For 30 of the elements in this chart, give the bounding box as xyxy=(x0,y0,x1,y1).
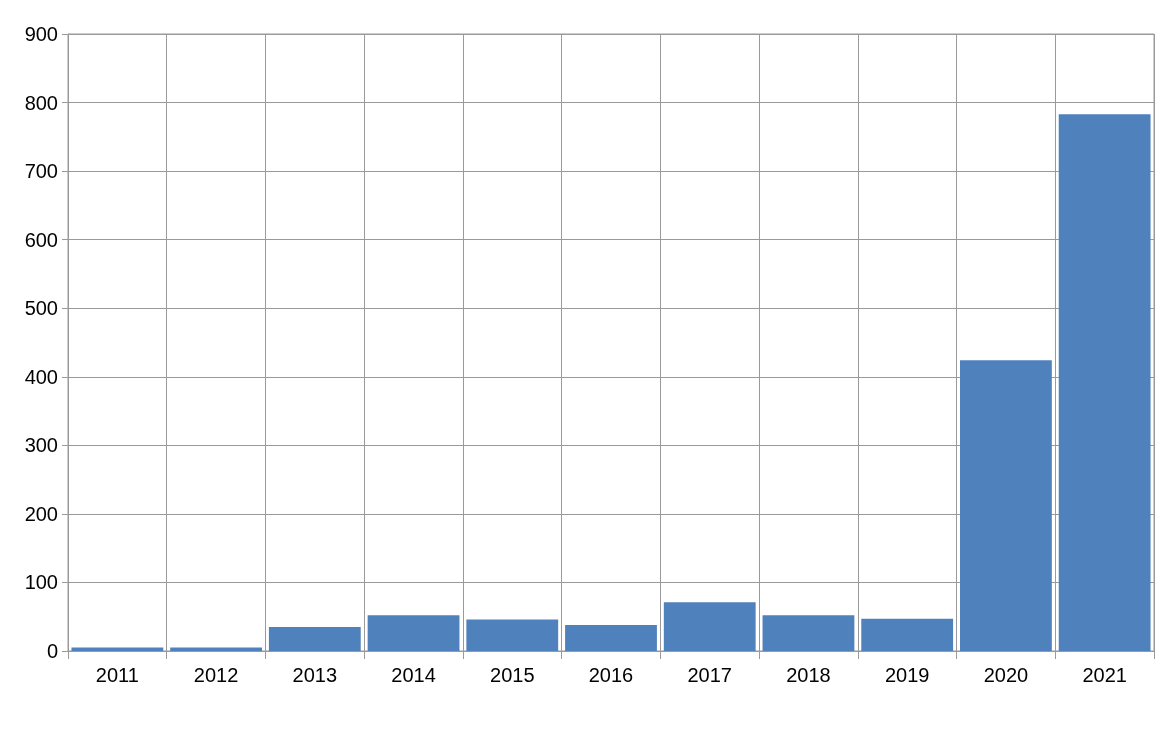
x-tick-label: 2019 xyxy=(884,664,930,686)
bar xyxy=(466,619,559,651)
x-tick-label: 2014 xyxy=(391,664,436,686)
y-tick-label: 100 xyxy=(24,571,58,594)
y-tick-label: 900 xyxy=(24,23,58,45)
x-tick-label: 2012 xyxy=(193,664,239,686)
y-tick-label: 800 xyxy=(24,91,58,114)
x-tick-label: 2013 xyxy=(292,664,338,686)
y-tick-label: 600 xyxy=(24,228,58,251)
bar xyxy=(268,627,361,651)
x-tick-label: 2011 xyxy=(95,664,139,686)
bar xyxy=(861,618,954,651)
y-tick-label: 300 xyxy=(24,434,58,457)
bar xyxy=(960,360,1052,651)
bar xyxy=(367,615,460,651)
bar xyxy=(565,624,657,651)
bar xyxy=(762,615,855,651)
x-tick-label: 2017 xyxy=(687,664,732,686)
x-tick-label: 2016 xyxy=(588,664,634,686)
x-tick-label: 2018 xyxy=(786,664,831,686)
x-tick-label: 2020 xyxy=(983,664,1029,686)
y-tick-label: 0 xyxy=(46,640,58,662)
bar xyxy=(1058,114,1151,651)
y-tick-label: 400 xyxy=(24,365,58,388)
y-tick-label: 200 xyxy=(24,502,58,525)
y-tick-label: 500 xyxy=(24,297,58,320)
x-tick-label: 2021 xyxy=(1082,664,1127,686)
bar xyxy=(663,602,756,651)
y-tick-label: 700 xyxy=(24,160,58,183)
x-tick-label: 2015 xyxy=(490,664,535,686)
